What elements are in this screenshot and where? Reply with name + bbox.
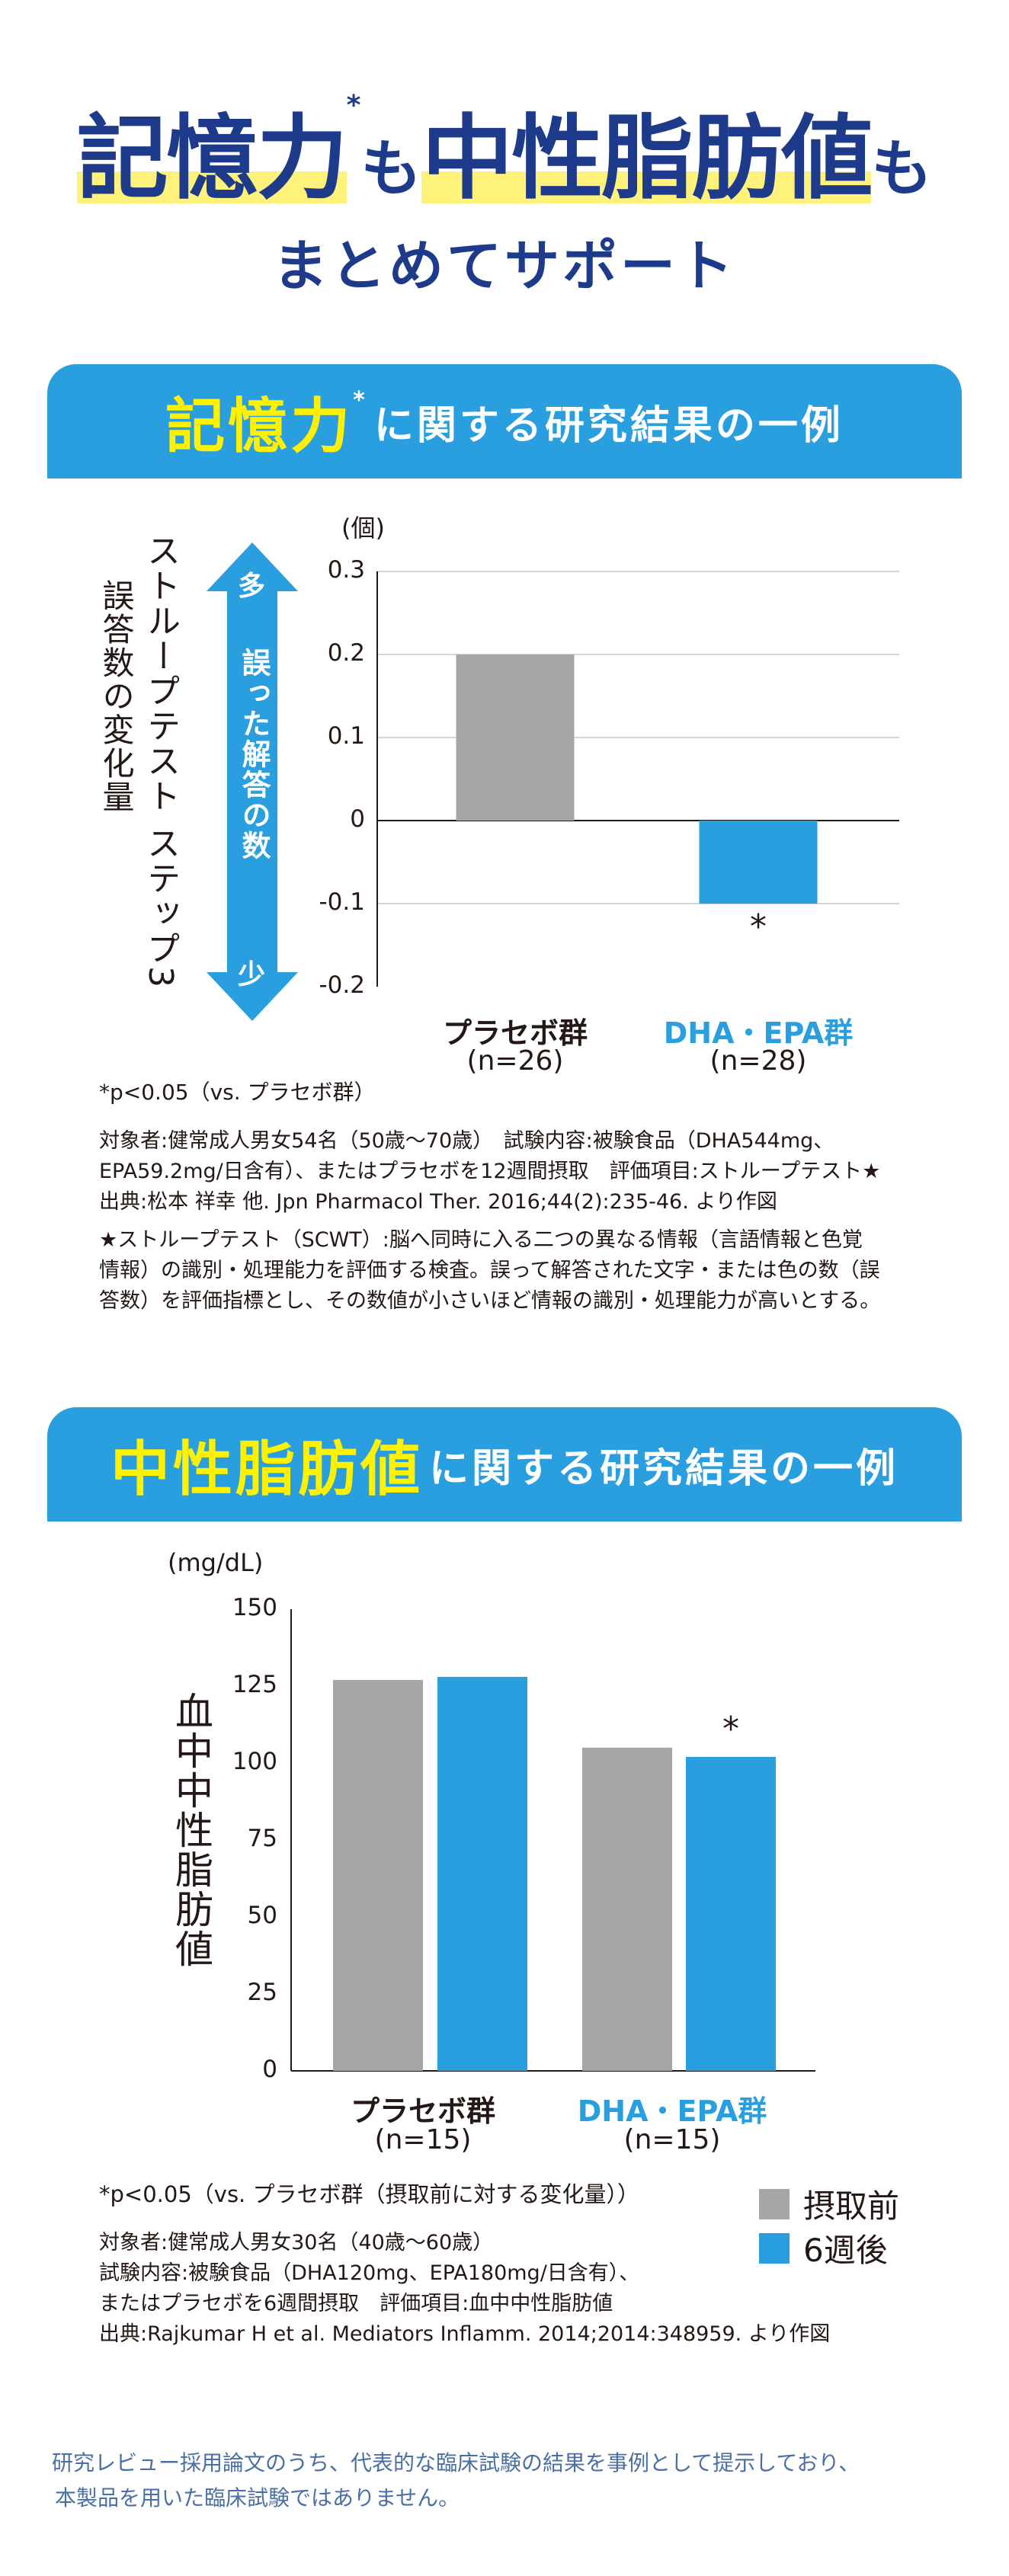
section2-banner: 中性脂肪値 に関する研究結果の一例 [47,1407,962,1522]
y-tick-label: 0 [262,2056,277,2083]
footer-line: 本製品を用いた臨床試験ではありません。 [55,2485,460,2510]
significance-star: * [750,907,767,946]
headline-memory: 記憶力 [76,106,348,212]
category-n-label: (n=26) [466,1045,564,1077]
section1-significance-note: *p<0.05（vs. プラセボ群） [99,1080,376,1105]
bar [456,654,575,821]
legend-swatch-blue [759,2232,790,2264]
double-arrow-icon [207,542,298,1021]
y-tick-label: 50 [247,1902,277,1929]
headline-mark: * [346,90,361,121]
headline-triglyceride: 中性脂肪値 [421,106,873,212]
bar [333,1679,423,2071]
category-label: DHA・EPA群 [577,2094,767,2128]
section2-note-line: 出典:Rajkumar H et al. Mediators Inflamm. … [99,2322,831,2346]
section2-banner-key: 中性脂肪値 [110,1435,423,1504]
section1-note-line: 対象者:健常成人男女54名（50歳〜70歳） 試験内容:被験食品（DHA544m… [99,1129,834,1153]
arrow-middle-label: 誤った解答の数 [237,648,271,861]
y-tick-label: -0.2 [319,971,366,999]
y-tick-label: 0.2 [327,639,365,667]
significance-star: * [722,1709,739,1749]
section2-notes: 対象者:健常成人男女30名（40歳〜60歳） 試験内容:被験食品（DHA120m… [99,2228,830,2350]
legend-swatch-gray [759,2188,790,2219]
y-tick-label: 100 [232,1748,277,1775]
headline-particle-2: も [871,133,933,204]
category-label: プラセボ群 [442,1016,588,1050]
section2-significance-note: *p<0.05（vs. プラセボ群（摂取前に対する変化量）） [99,2181,639,2207]
y-tick-label: 0.3 [327,556,365,584]
legend-item-after: 6週後 [759,2225,888,2271]
y-tick-label: 25 [247,1979,277,2006]
definition-line: 情報）の識別・処理能力を評価する検査。誤って解答された文字・または色の数（誤 [99,1259,880,1282]
section2-side-label: 血中中性脂肪値 [169,1691,213,1969]
legend-item-before: 摂取前 [759,2181,899,2227]
legend-label-before: 摂取前 [803,2187,900,2225]
section1-notes: 対象者:健常成人男女54名（50歳〜70歳） 試験内容:被験食品（DHA544m… [99,1126,880,1218]
section1-side-label-1: ストループテスト ステップ3 [141,533,180,989]
bar [686,1756,776,2071]
category-n-label: (n=28) [710,1045,807,1077]
bar [582,1747,672,2071]
section1-note-line: 出典:松本 祥幸 他. Jpn Pharmacol Ther. 2016;44(… [99,1190,777,1214]
bar [437,1676,527,2071]
y-tick-label: -0.1 [319,888,366,916]
bar [699,821,818,904]
chart2-plot [290,1609,815,2072]
footer-disclaimer: 研究レビュー採用論文のうち、代表的な臨床試験の結果を事例として提示しており、 本… [52,2446,860,2516]
arrow-top-label: 多 [238,571,266,602]
headline-particle-1: も [360,133,422,204]
chart1-plot [376,571,899,987]
section2-note-line: 試験内容:被験食品（DHA120mg、EPA180mg/日含有）、 [99,2261,640,2285]
legend-label-after: 6週後 [803,2232,888,2269]
definition-line: 答数）を評価指標とし、その数値が小さいほど情報の識別・処理能力が高いとする。 [99,1289,881,1313]
section1-definition: ★ストループテスト（SCWT）:脳へ同時に入る二つの異なる情報（言語情報と色覚 … [99,1225,880,1317]
chart2-unit: (mg/dL) [168,1548,264,1577]
category-n-label: (n=15) [623,2124,721,2155]
y-tick-label: 125 [232,1671,277,1698]
y-tick-label: 150 [232,1594,277,1621]
y-tick-label: 75 [247,1825,277,1852]
y-tick-label: 0 [350,805,365,833]
headline-subtitle: まとめてサポート [272,234,736,298]
section1-banner-mark: * [353,387,368,414]
category-n-label: (n=15) [374,2124,472,2155]
headline: 記憶力* も中性脂肪値も [0,84,1009,216]
section1-side-label-2: 誤答数の変化量 [98,579,135,814]
footer-line: 研究レビュー採用論文のうち、代表的な臨床試験の結果を事例として提示しており、 [52,2450,860,2475]
y-tick-label: 0.1 [327,722,365,750]
arrow-bottom-label: 少 [238,959,266,990]
section2-banner-rest: に関する研究結果の一例 [429,1445,899,1492]
definition-line: ★ストループテスト（SCWT）:脳へ同時に入る二つの異なる情報（言語情報と色覚 [99,1228,863,1252]
section1-note-line: EPA59.2mg/日含有）、またはプラセボを12週間摂取 評価項目:ストループ… [99,1160,881,1183]
section1-banner-rest: に関する研究結果の一例 [373,402,844,449]
section1-banner-key: 記憶力 [165,392,354,461]
section2-note-line: 対象者:健常成人男女30名（40歳〜60歳） [99,2231,494,2254]
section1-banner: 記憶力 * に関する研究結果の一例 [47,364,962,478]
category-label: DHA・EPA群 [663,1016,854,1050]
category-label: プラセボ群 [350,2094,495,2128]
section2-note-line: またはプラセボを6週間摂取 評価項目:血中中性脂肪値 [99,2292,613,2315]
chart1-unit: (個) [341,514,385,542]
